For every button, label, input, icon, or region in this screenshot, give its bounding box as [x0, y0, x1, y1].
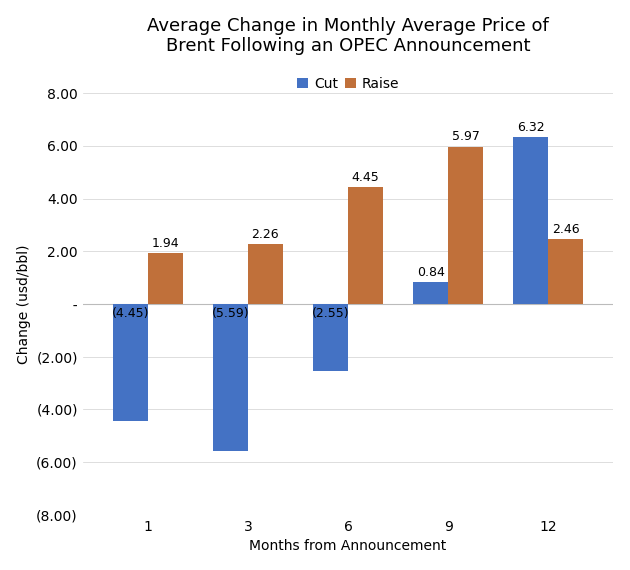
Title: Average Change in Monthly Average Price of
Brent Following an OPEC Announcement: Average Change in Monthly Average Price … [147, 17, 549, 55]
Text: 2.46: 2.46 [552, 223, 580, 236]
Text: 5.97: 5.97 [452, 131, 479, 144]
Bar [513, 137, 548, 304]
Bar [448, 146, 483, 304]
Bar [548, 239, 583, 304]
Bar [348, 187, 383, 304]
Text: 4.45: 4.45 [352, 170, 379, 184]
Bar [148, 253, 183, 304]
Bar [248, 245, 283, 304]
Text: 2.26: 2.26 [251, 228, 279, 241]
Text: (2.55): (2.55) [312, 307, 349, 320]
Text: (4.45): (4.45) [112, 307, 149, 320]
Text: (5.59): (5.59) [212, 307, 249, 320]
Legend: Cut, Raise: Cut, Raise [293, 72, 403, 95]
Text: 1.94: 1.94 [151, 237, 179, 250]
Bar [413, 282, 448, 304]
Text: 6.32: 6.32 [517, 121, 544, 135]
Y-axis label: Change (usd/bbl): Change (usd/bbl) [16, 245, 31, 364]
Bar [113, 304, 148, 421]
Bar [213, 304, 248, 451]
X-axis label: Months from Announcement: Months from Announcement [249, 539, 447, 553]
Text: 0.84: 0.84 [416, 266, 445, 279]
Bar [313, 304, 348, 371]
